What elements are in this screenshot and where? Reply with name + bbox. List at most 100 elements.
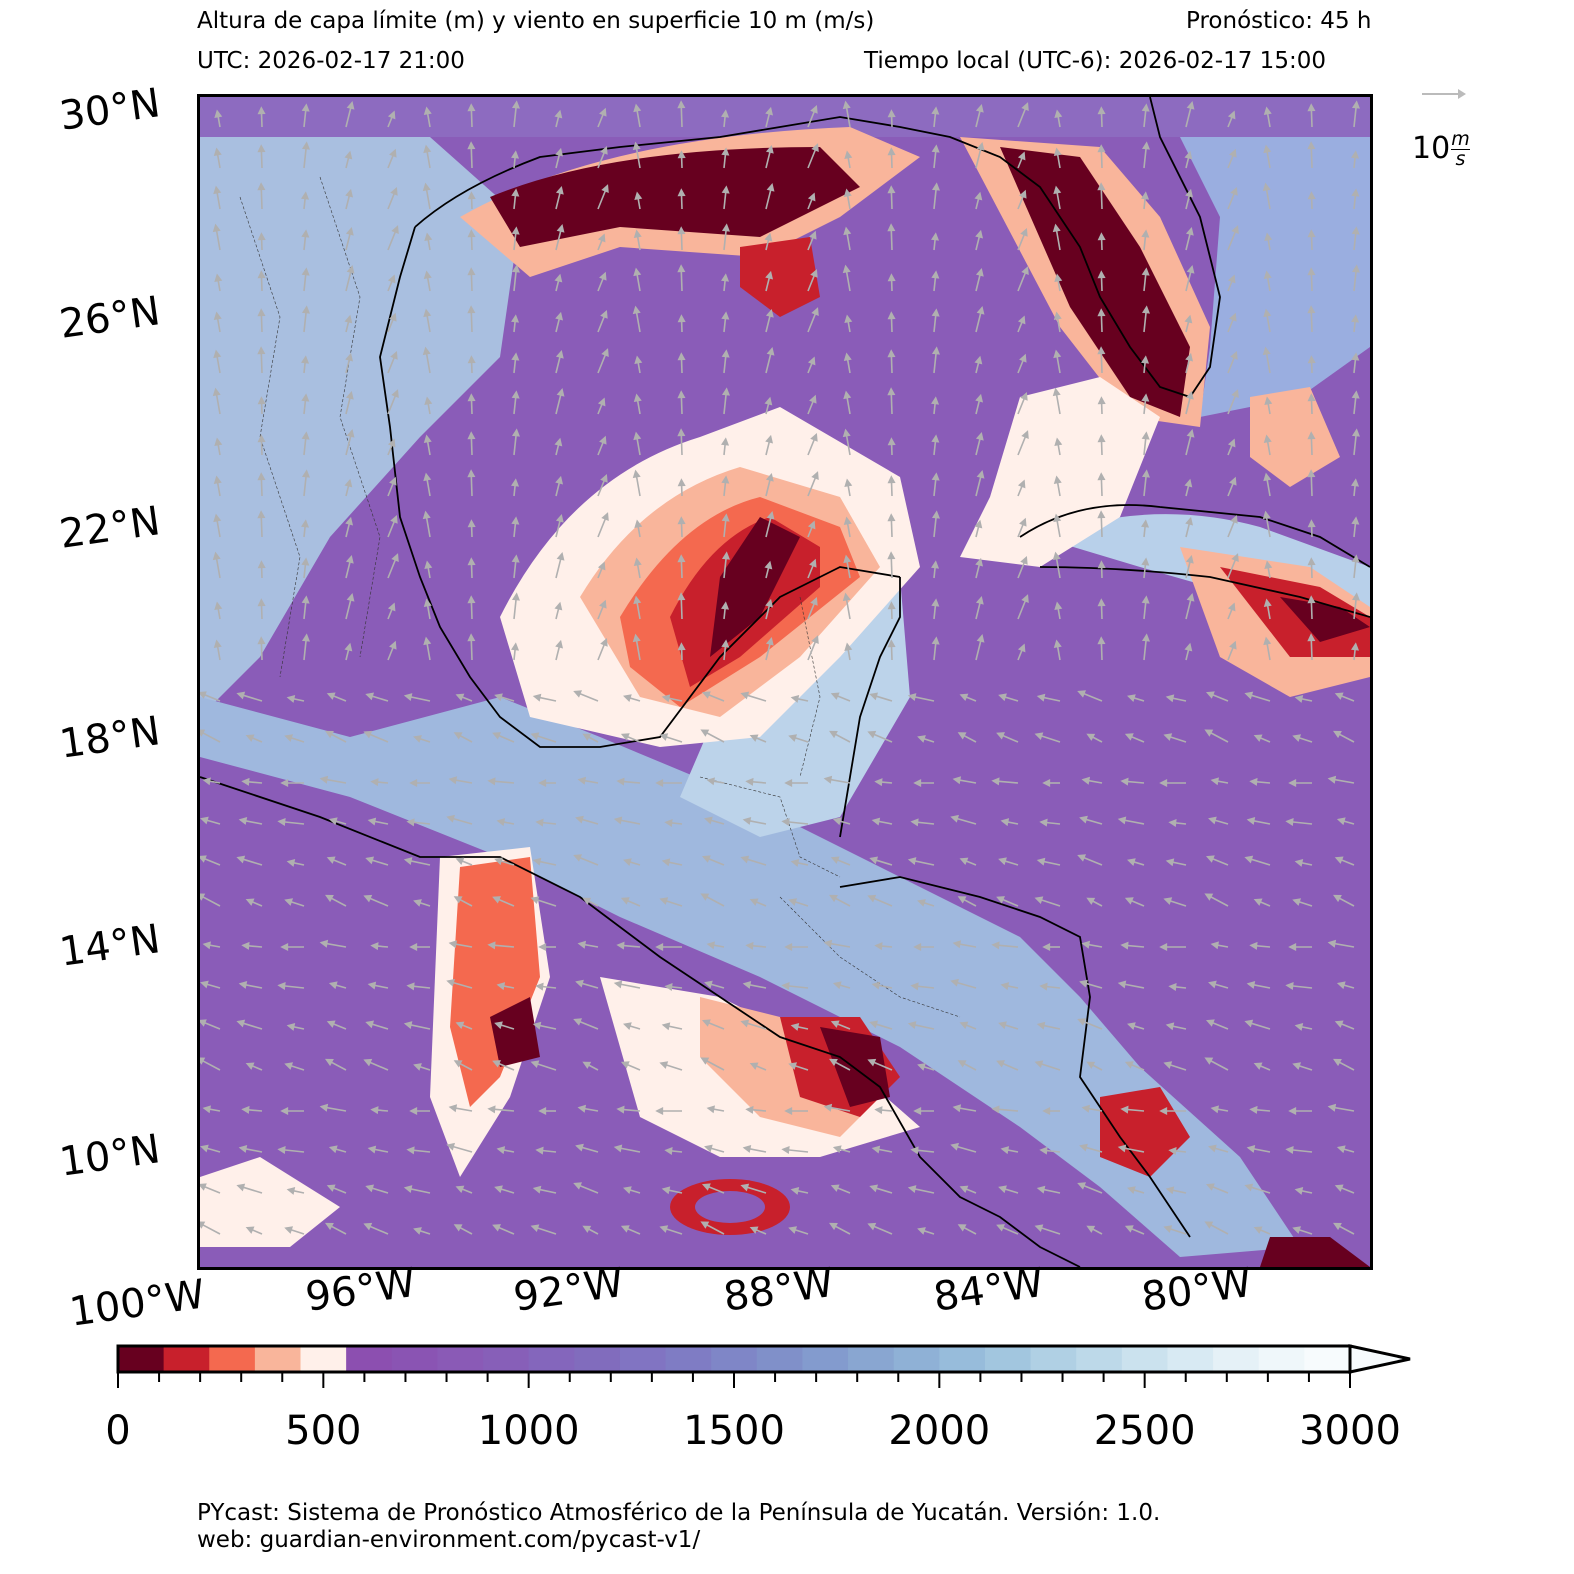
wind-arrow-head	[555, 147, 564, 157]
colorbar-cell	[802, 1346, 849, 1372]
wind-arrow-head	[952, 1104, 962, 1113]
wind-arrow-head	[1292, 1226, 1302, 1234]
wind-arrow-head	[1168, 1146, 1177, 1155]
wind-arrow-head	[601, 348, 609, 358]
wind-arrow-head	[389, 476, 397, 486]
low-pbl-pacific	[200, 847, 1370, 1267]
wind-arrow-head	[406, 1146, 415, 1155]
wind-arrow-head	[1292, 1062, 1302, 1070]
wind-arrow-head	[764, 232, 773, 242]
wind-arrow-head	[1208, 980, 1217, 989]
wind-arrow-head	[257, 510, 266, 519]
wind-arrow-head	[582, 1061, 592, 1069]
wind-arrow-head	[931, 232, 940, 241]
wind-arrow-head	[257, 472, 266, 481]
wind-arrow-head	[1086, 897, 1096, 905]
wind-arrow-head	[701, 691, 711, 699]
wind-arrow-head	[200, 1221, 206, 1229]
wind-arrow-head	[245, 898, 255, 906]
wind-arrow-head	[365, 692, 375, 701]
wind-arrow-head	[788, 1062, 798, 1070]
wind-arrow-head	[511, 428, 520, 437]
wind-arrow-head	[301, 469, 310, 478]
wind-arrow-head	[721, 109, 730, 118]
wind-arrow-head	[213, 475, 222, 485]
colorbar-cell	[483, 1346, 530, 1372]
wind-arrow-head	[1334, 1184, 1344, 1192]
wind-arrow-head	[1307, 519, 1316, 528]
wind-arrow-head	[616, 941, 625, 950]
wind-arrow-head	[807, 192, 816, 202]
wind-arrow-head	[659, 1225, 669, 1233]
wind-arrow-head	[1117, 980, 1127, 989]
wind-arrow-head	[494, 1185, 503, 1194]
wind-arrow-head	[423, 144, 432, 154]
wind-arrow-head	[511, 150, 520, 159]
wind-arrow-head	[257, 106, 266, 115]
wind-arrow-head	[236, 1019, 246, 1028]
wind-arrow-head	[424, 396, 433, 405]
wind-arrow-head	[788, 898, 798, 906]
wind-arrow-head	[829, 1222, 838, 1231]
wind-arrow-head	[1141, 103, 1150, 112]
wind-arrow-head	[496, 1146, 506, 1155]
wind-arrow-head	[555, 513, 564, 523]
wind-arrow-head	[1124, 897, 1134, 905]
wind-arrow-head	[1077, 1018, 1087, 1026]
wind-arrow-head	[301, 393, 310, 402]
wind-arrow-head	[701, 855, 711, 863]
wind-arrow-head	[532, 693, 542, 702]
wind-arrow-head	[887, 639, 896, 648]
wind-arrow-head	[765, 308, 774, 318]
colorbar-cell	[437, 1346, 484, 1372]
wind-arrow-head	[1186, 265, 1195, 274]
wind-arrow-head	[867, 730, 877, 739]
wind-arrow-head	[1333, 730, 1342, 739]
wind-arrow-head	[409, 778, 418, 788]
wind-arrow-head	[740, 1183, 750, 1192]
wind-arrow-head	[1336, 817, 1346, 826]
wind-arrow-head	[344, 478, 353, 488]
wind-arrow-head	[1141, 431, 1150, 440]
wind-arrow-head	[200, 1057, 206, 1065]
wind-arrow-head	[721, 387, 730, 396]
wind-arrow-head	[832, 981, 842, 990]
wind-vectors	[200, 100, 1360, 1235]
colorbar-cell	[848, 1346, 895, 1372]
wind-arrow-head	[1077, 854, 1087, 862]
wind-arrow-head	[975, 595, 984, 605]
wind-arrow-head	[887, 311, 896, 320]
wind-arrow-head	[766, 511, 775, 520]
wind-arrow-head	[1262, 346, 1271, 356]
wind-arrow-head	[1244, 1019, 1254, 1028]
wind-arrow-head	[286, 1023, 296, 1031]
wind-arrow-head	[448, 776, 458, 785]
wind-arrow-head	[721, 311, 730, 320]
colorbar-tick-label: 0	[105, 1408, 131, 1454]
wind-arrow-head	[238, 1145, 248, 1153]
wind-arrow-head	[492, 732, 501, 740]
wind-arrow-head	[613, 980, 623, 989]
wind-arrow-head	[1230, 350, 1238, 360]
colorbar-cell	[1121, 1346, 1168, 1372]
wind-arrow-head	[887, 437, 896, 446]
colorbar-cell	[619, 1346, 667, 1372]
wind-arrow-head	[1127, 1186, 1136, 1194]
wind-arrow-head	[467, 267, 476, 276]
wind-arrow-head	[1127, 1022, 1136, 1030]
wind-arrow-head	[1227, 438, 1236, 448]
wind-arrow-head	[887, 387, 896, 396]
wind-arrow-head	[704, 1144, 713, 1153]
wind-arrow-head	[370, 942, 379, 951]
wind-arrow-head	[200, 816, 209, 825]
wind-arrow-head	[370, 778, 379, 787]
wind-arrow-head	[811, 307, 819, 317]
wind-arrow-head	[1292, 734, 1302, 742]
boundary-layer-map	[197, 94, 1373, 1270]
wind-arrow-head	[453, 1224, 463, 1232]
wind-arrow-head	[998, 857, 1007, 866]
wind-arrow-head	[810, 432, 818, 442]
wind-arrow-head	[1000, 818, 1010, 827]
wind-arrow-head	[345, 516, 354, 526]
wind-arrow-head	[829, 730, 838, 739]
